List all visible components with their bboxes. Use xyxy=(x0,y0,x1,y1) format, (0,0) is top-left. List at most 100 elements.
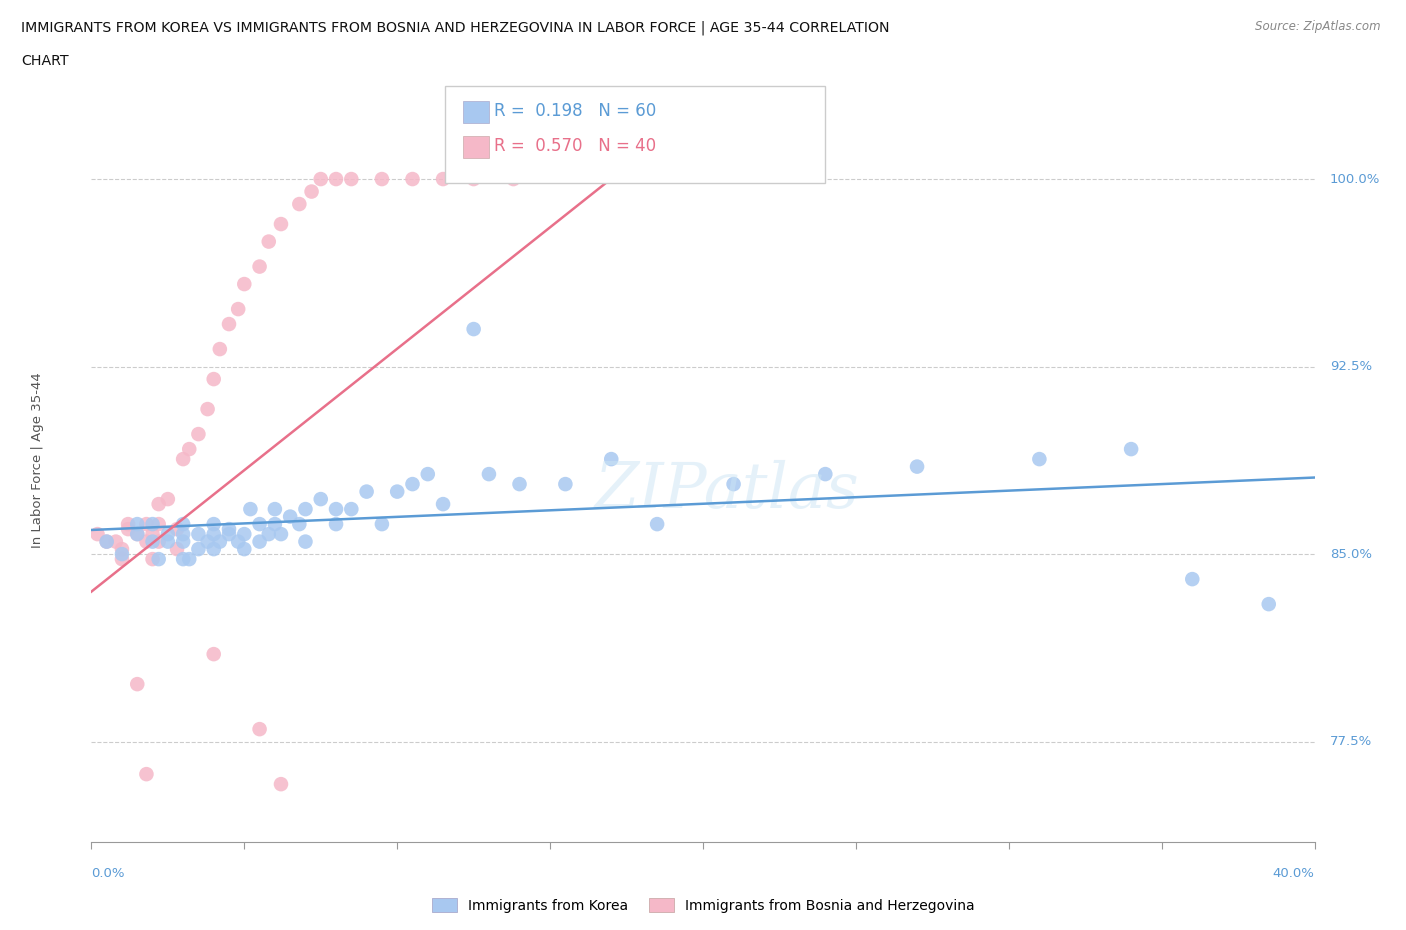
Text: ZIPatlas: ZIPatlas xyxy=(595,460,860,522)
Text: CHART: CHART xyxy=(21,54,69,68)
Text: 100.0%: 100.0% xyxy=(1330,173,1381,186)
Point xyxy=(509,477,531,492)
Point xyxy=(104,534,127,549)
Point xyxy=(208,534,231,549)
Point xyxy=(270,526,292,541)
Point xyxy=(371,517,394,532)
Point xyxy=(249,534,271,549)
Point xyxy=(218,316,240,331)
Point xyxy=(197,534,219,549)
Point xyxy=(723,477,745,492)
Point xyxy=(309,492,332,507)
Point xyxy=(233,541,256,556)
Point xyxy=(257,234,280,249)
Point xyxy=(288,517,311,532)
Text: 77.5%: 77.5% xyxy=(1330,735,1372,748)
Point xyxy=(554,477,576,492)
Point xyxy=(325,172,347,187)
Point xyxy=(270,777,292,791)
Point xyxy=(86,526,108,541)
Point xyxy=(187,427,209,442)
Point xyxy=(172,452,194,467)
Point xyxy=(166,522,188,537)
Point xyxy=(197,402,219,417)
Point xyxy=(432,172,454,187)
Point xyxy=(111,551,134,566)
Point xyxy=(239,501,262,516)
Point xyxy=(172,517,194,532)
Point xyxy=(135,534,157,549)
Point xyxy=(172,534,194,549)
Point xyxy=(172,551,194,566)
Point xyxy=(1257,597,1279,612)
Point xyxy=(814,467,837,482)
Point xyxy=(202,517,225,532)
Text: 92.5%: 92.5% xyxy=(1330,360,1372,373)
Point xyxy=(233,276,256,291)
Point xyxy=(264,501,287,516)
Point xyxy=(127,526,149,541)
Text: 0.0%: 0.0% xyxy=(91,867,125,880)
Point xyxy=(218,522,240,537)
Point xyxy=(218,526,240,541)
Point xyxy=(187,541,209,556)
Point xyxy=(356,485,378,499)
Text: In Labor Force | Age 35-44: In Labor Force | Age 35-44 xyxy=(31,373,44,548)
Point xyxy=(249,722,271,737)
Text: 85.0%: 85.0% xyxy=(1330,548,1372,561)
Point xyxy=(385,485,409,499)
Point xyxy=(645,517,668,532)
Point xyxy=(905,459,928,474)
Point xyxy=(135,517,157,532)
Point xyxy=(278,509,301,524)
Point xyxy=(401,172,423,187)
Point xyxy=(432,497,454,512)
Point xyxy=(111,541,134,556)
Point xyxy=(294,501,316,516)
Point xyxy=(309,172,332,187)
Point xyxy=(371,172,394,187)
Point xyxy=(202,541,225,556)
Legend: Immigrants from Korea, Immigrants from Bosnia and Herzegovina: Immigrants from Korea, Immigrants from B… xyxy=(426,893,980,919)
Point xyxy=(179,551,201,566)
Text: IMMIGRANTS FROM KOREA VS IMMIGRANTS FROM BOSNIA AND HERZEGOVINA IN LABOR FORCE |: IMMIGRANTS FROM KOREA VS IMMIGRANTS FROM… xyxy=(21,20,890,35)
Point xyxy=(208,341,231,356)
Point xyxy=(340,501,363,516)
Point xyxy=(117,517,139,532)
Point xyxy=(249,259,271,274)
Point xyxy=(148,534,170,549)
Point xyxy=(264,517,287,532)
Point xyxy=(301,184,323,199)
Point xyxy=(135,766,157,781)
Point xyxy=(166,541,188,556)
Text: Source: ZipAtlas.com: Source: ZipAtlas.com xyxy=(1256,20,1381,33)
Point xyxy=(96,534,118,549)
Text: R =  0.570   N = 40: R = 0.570 N = 40 xyxy=(495,138,657,155)
Point xyxy=(156,526,179,541)
Point xyxy=(202,372,225,387)
Point xyxy=(96,534,118,549)
Point xyxy=(249,517,271,532)
Point xyxy=(179,442,201,457)
Point xyxy=(233,526,256,541)
Point xyxy=(127,517,149,532)
Point xyxy=(1121,442,1143,457)
Text: R =  0.198   N = 60: R = 0.198 N = 60 xyxy=(495,102,657,120)
Point xyxy=(148,551,170,566)
Point xyxy=(187,526,209,541)
Point xyxy=(463,322,485,337)
Point xyxy=(156,492,179,507)
Point xyxy=(340,172,363,187)
Point xyxy=(226,534,249,549)
Point xyxy=(141,526,163,541)
Point xyxy=(141,534,163,549)
Point xyxy=(141,551,163,566)
Point xyxy=(288,196,311,211)
Point xyxy=(478,467,501,482)
Point xyxy=(416,467,439,482)
Point xyxy=(202,526,225,541)
Point xyxy=(111,547,134,562)
Point xyxy=(202,646,225,661)
Point xyxy=(401,477,423,492)
Point xyxy=(172,526,194,541)
